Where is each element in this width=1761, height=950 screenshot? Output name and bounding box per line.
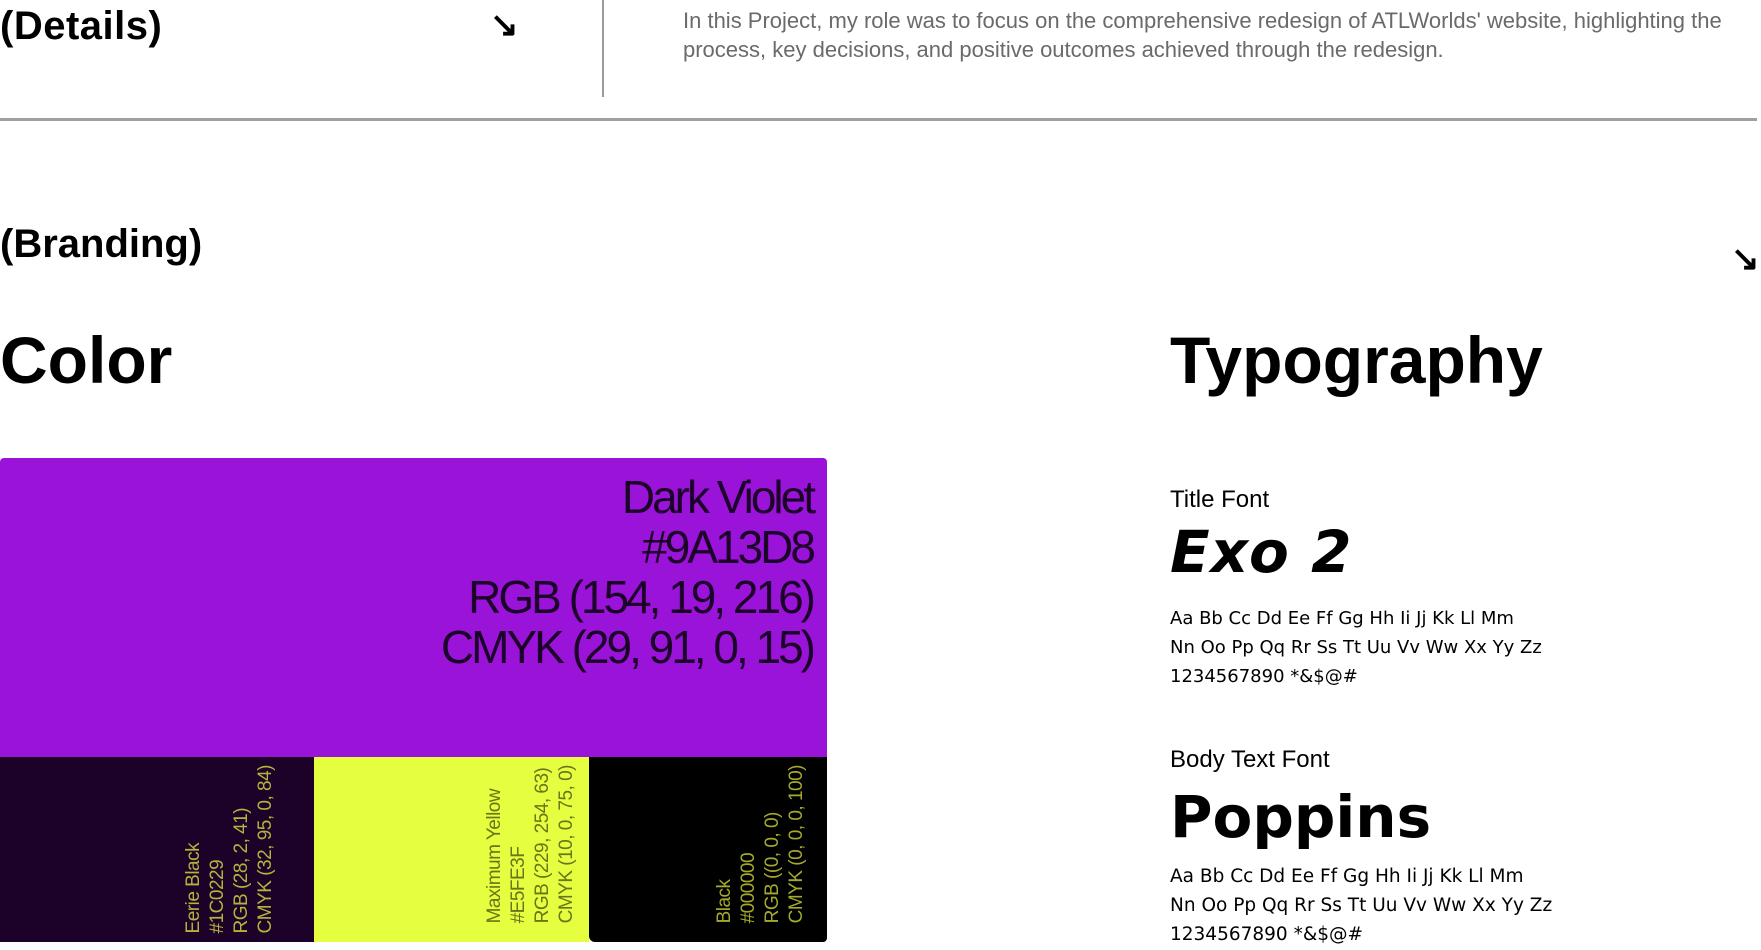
color-hex: #1C0229 <box>207 859 228 934</box>
specimen-line: Nn Oo Pp Qq Rr Ss Tt Uu Vv Ww Xx Yy Zz <box>1170 895 1553 916</box>
color-rgb: RGB (229, 254, 63) <box>532 767 553 924</box>
color-heading: Color <box>0 323 173 397</box>
swatch-black: Black #000000 RGB ((0, 0, 0) CMYK (0, 0,… <box>589 757 827 942</box>
color-cmyk: CMYK (0, 0, 0, 100) <box>786 765 807 924</box>
color-cmyk: CMYK (29, 91, 0, 15) <box>440 621 816 673</box>
section-divider <box>0 118 1757 121</box>
typography-heading: Typography <box>1170 323 1543 397</box>
color-rgb: RGB (28, 2, 41) <box>231 807 252 934</box>
specimen-line: Nn Oo Pp Qq Rr Ss Tt Uu Vv Ww Xx Yy Zz <box>1170 637 1542 658</box>
color-cmyk: CMYK (10, 0, 75, 0) <box>556 765 577 924</box>
color-hex: #000000 <box>738 852 759 924</box>
swatch-maximum-yellow: Maximum Yellow #E5FE3F RGB (229, 254, 63… <box>314 757 589 942</box>
body-font-specimen: Aa Bb Cc Dd Ee Ff Gg Hh Ii Jj Kk Ll Mm N… <box>1170 862 1552 949</box>
specimen-line: 1234567890 *&$@# <box>1170 924 1364 945</box>
swatch-eerie-black: Eerie Black #1C0229 RGB (28, 2, 41) CMYK… <box>0 757 314 942</box>
details-heading: (Details) <box>0 4 163 48</box>
branding-heading: (Branding) <box>0 222 203 266</box>
arrow-down-right-icon[interactable]: ↘ <box>1731 240 1760 278</box>
specimen-line: Aa Bb Cc Dd Ee Ff Gg Hh Ii Jj Kk Ll Mm <box>1170 608 1514 629</box>
arrow-down-right-icon[interactable]: ↘ <box>490 6 519 44</box>
title-font-specimen: Aa Bb Cc Dd Ee Ff Gg Hh Ii Jj Kk Ll Mm N… <box>1170 604 1542 691</box>
details-description: In this Project, my role was to focus on… <box>683 8 1722 62</box>
color-name: Maximum Yellow <box>484 788 505 924</box>
color-cmyk: CMYK (32, 95, 0, 84) <box>255 765 276 934</box>
color-rgb: RGB ((0, 0, 0) <box>762 812 783 924</box>
color-hex: #9A13D8 <box>642 521 816 573</box>
swatch-dark-violet: Dark Violet #9A13D8 RGB (154, 19, 216) C… <box>0 458 827 758</box>
title-font-label: Title Font <box>1170 486 1270 513</box>
color-rgb: RGB (154, 19, 216) <box>468 571 816 623</box>
specimen-line: Aa Bb Cc Dd Ee Ff Gg Hh Ii Jj Kk Ll Mm <box>1170 866 1524 887</box>
specimen-line: 1234567890 *&$@# <box>1170 666 1358 687</box>
body-font-label: Body Text Font <box>1170 746 1330 773</box>
title-font-name: Exo 2 <box>1170 518 1353 586</box>
vertical-divider <box>602 0 604 97</box>
color-name: Dark Violet <box>621 471 816 523</box>
color-hex: #E5FE3F <box>508 846 529 924</box>
body-font-name: Poppins <box>1170 783 1432 851</box>
color-name: Eerie Black <box>183 842 204 934</box>
color-name: Black <box>714 879 735 924</box>
